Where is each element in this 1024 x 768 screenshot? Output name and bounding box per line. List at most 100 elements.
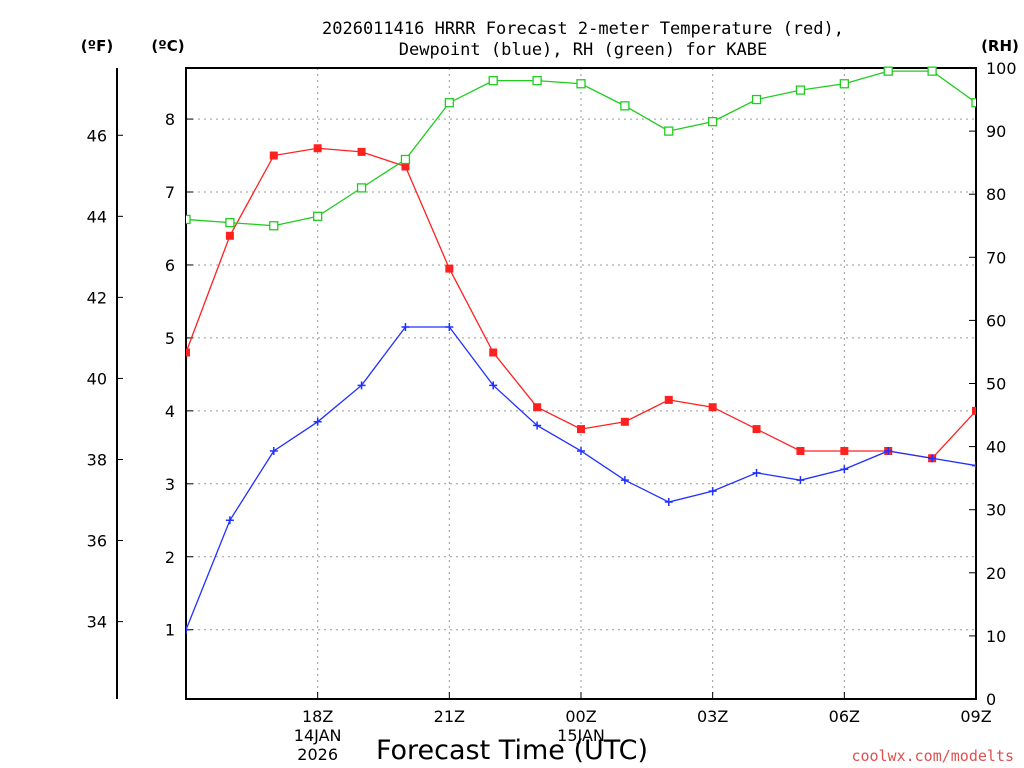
series-layer [186, 66, 976, 634]
dewpoint-point [928, 454, 937, 463]
rh-tick-label: 90 [986, 122, 1006, 141]
temperature-point [225, 231, 234, 240]
rh-tick-label: 80 [986, 185, 1006, 204]
temperature-point [269, 151, 278, 160]
dewpoint-point [752, 468, 761, 477]
rh-point [186, 214, 191, 225]
rh-tick-label: 30 [986, 501, 1006, 520]
rh-point [883, 66, 893, 76]
dewpoint-point [708, 487, 717, 496]
dewpoint-point [577, 446, 585, 455]
rh-point [664, 126, 674, 136]
temperature-point [186, 348, 190, 357]
rh-point [532, 75, 542, 86]
dewpoint-point [796, 476, 805, 485]
fahrenheit-axis-label: (ºF) [81, 37, 113, 55]
x-tick-year: 2026 [297, 745, 338, 764]
temperature-point [664, 395, 673, 404]
celsius-tick-label: 5 [165, 329, 175, 348]
dewpoint-point [225, 516, 234, 525]
temperature-point [533, 403, 542, 412]
dewpoint-point [186, 625, 190, 634]
temperature-point [489, 348, 498, 357]
rh-point [839, 79, 849, 89]
celsius-tick-label: 3 [165, 475, 175, 494]
rh-point [620, 101, 630, 111]
rh-tick-label: 50 [986, 375, 1006, 394]
celsius-tick-label: 1 [165, 621, 175, 640]
rh-tick-label: 20 [986, 564, 1006, 583]
rh-tick-label: 70 [986, 248, 1006, 267]
rh-point [313, 211, 323, 221]
fahrenheit-tick-label: 44 [87, 207, 107, 226]
fahrenheit-tick-label: 46 [87, 126, 107, 145]
dewpoint-point [489, 381, 498, 390]
fahrenheit-tick-label: 38 [87, 450, 107, 469]
fahrenheit-tick-label: 34 [87, 613, 107, 632]
rh-point [576, 79, 586, 89]
temperature-point [972, 406, 976, 415]
temperature-point [620, 417, 629, 426]
temperature-point [445, 264, 454, 273]
temperature-point [752, 425, 761, 434]
x-tick-date: 15JAN [557, 726, 605, 745]
fahrenheit-tick-label: 36 [87, 532, 107, 551]
dewpoint-point [269, 446, 278, 455]
celsius-tick-label: 4 [165, 402, 175, 421]
rh-tick-label: 40 [986, 438, 1006, 457]
dewpoint-point [313, 417, 322, 426]
temperature-point [357, 147, 366, 156]
rh-point [751, 94, 762, 105]
x-tick-label: 21Z [434, 707, 465, 726]
rh-point [927, 66, 937, 76]
x-axis-title: Forecast Time (UTC) [376, 735, 648, 766]
celsius-tick-label: 2 [165, 548, 175, 567]
chart-title-line1: 2026011416 HRRR Forecast 2-meter Tempera… [322, 19, 844, 39]
rh-tick-label: 0 [986, 690, 996, 709]
fahrenheit-tick-label: 42 [87, 288, 107, 307]
x-tick-label: 03Z [697, 707, 728, 726]
dewpoint-point [840, 465, 849, 474]
temperature-point [401, 162, 410, 171]
rh-axis-label: (RH) [981, 37, 1019, 55]
rh-point [971, 98, 976, 108]
x-tick-label: 09Z [960, 707, 991, 726]
series-group [186, 66, 976, 634]
temperature-point [313, 144, 322, 153]
x-tick-date: 14JAN [294, 726, 342, 745]
rh-line [186, 70, 976, 227]
dewpoint-point [445, 322, 454, 331]
x-tick-label: 18Z [302, 707, 333, 726]
celsius-tick-label: 6 [165, 256, 175, 275]
rh-tick-label: 10 [986, 627, 1006, 646]
temperature-point [840, 446, 849, 455]
grid-lines [186, 68, 977, 699]
axes: 1234567834363840424446010203040506070809… [87, 59, 1017, 764]
dewpoint-point [972, 461, 976, 470]
watermark: coolwx.com/modelts [851, 747, 1014, 765]
celsius-axis-label: (ºC) [151, 37, 184, 55]
rh-point [708, 116, 718, 127]
rh-tick-label: 60 [986, 311, 1006, 330]
temperature-point [796, 446, 805, 455]
celsius-tick-label: 7 [165, 183, 175, 202]
plot-frame [185, 67, 977, 700]
dewpoint-point [357, 381, 366, 390]
dewpoint-point [884, 446, 893, 455]
celsius-tick-label: 8 [165, 110, 175, 129]
rh-point [356, 183, 367, 193]
x-tick-label: 06Z [829, 707, 860, 726]
rh-point [488, 75, 498, 86]
dewpoint-point [401, 322, 410, 331]
dewpoint-point [664, 498, 673, 507]
rh-point [400, 154, 411, 165]
temperature-point [708, 403, 717, 412]
rh-point [444, 98, 454, 108]
rh-tick-label: 100 [986, 59, 1017, 78]
dewpoint-point [620, 476, 629, 485]
rh-point [795, 85, 806, 95]
rh-point [269, 221, 279, 231]
temperature-point [577, 425, 585, 434]
chart-title-line2: Dewpoint (blue), RH (green) for KABE [399, 40, 767, 60]
